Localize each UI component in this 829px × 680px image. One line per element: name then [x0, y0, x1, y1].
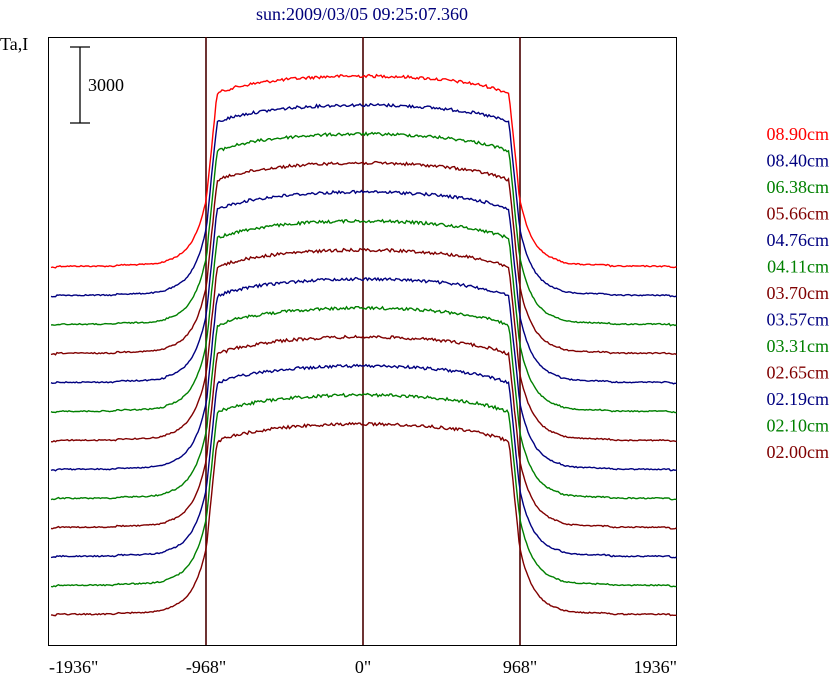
series-lines — [50, 73, 677, 617]
legend-entry-04.11cm: 04.11cm — [767, 257, 829, 277]
series-line-02.00cm — [50, 421, 677, 617]
x-tick-label: 1936" — [634, 657, 677, 677]
x-tick-label: -1936" — [49, 657, 98, 677]
legend-entry-03.57cm: 03.57cm — [767, 310, 829, 330]
legend-entry-02.65cm: 02.65cm — [767, 363, 829, 383]
x-tick-label: 968" — [503, 657, 537, 677]
legend-entry-03.70cm: 03.70cm — [767, 283, 829, 303]
scale-bar — [70, 46, 90, 124]
legend-entry-03.31cm: 03.31cm — [767, 336, 829, 356]
series-line-02.65cm — [50, 334, 677, 530]
legend-entry-08.90cm: 08.90cm — [767, 124, 829, 144]
series-line-03.31cm — [50, 305, 677, 501]
series-line-08.90cm — [50, 73, 677, 269]
series-line-06.38cm — [50, 131, 677, 327]
series-line-03.70cm — [50, 247, 677, 443]
scale-bar-label: 3000 — [88, 75, 124, 95]
series-line-08.40cm — [50, 102, 677, 298]
series-line-05.66cm — [50, 160, 677, 356]
x-tick-label: -968" — [186, 657, 226, 677]
series-line-04.11cm — [50, 218, 677, 414]
legend-entry-05.66cm: 05.66cm — [767, 204, 829, 224]
vertical-markers — [205, 37, 521, 645]
series-line-03.57cm — [50, 276, 677, 472]
chart-title: sun:2009/03/05 09:25:07.360 — [256, 4, 468, 24]
y-axis-label: Ta,I — [0, 34, 28, 54]
legend: 08.90cm 08.40cm 06.38cm 05.66cm 04.76cm 04.11… — [767, 124, 829, 462]
legend-entry-02.19cm: 02.19cm — [767, 389, 829, 409]
series-line-02.19cm — [50, 363, 677, 559]
legend-entry-08.40cm: 08.40cm — [767, 151, 829, 171]
legend-entry-02.10cm: 02.10cm — [767, 416, 829, 436]
x-tick-labels: -1936" -968" 0" 968" 1936" — [49, 657, 677, 677]
legend-entry-06.38cm: 06.38cm — [767, 177, 829, 197]
legend-entry-02.00cm: 02.00cm — [767, 442, 829, 462]
x-tick-label: 0" — [355, 657, 371, 677]
series-line-02.10cm — [50, 392, 677, 588]
legend-entry-04.76cm: 04.76cm — [767, 230, 829, 250]
series-line-04.76cm — [50, 189, 677, 385]
